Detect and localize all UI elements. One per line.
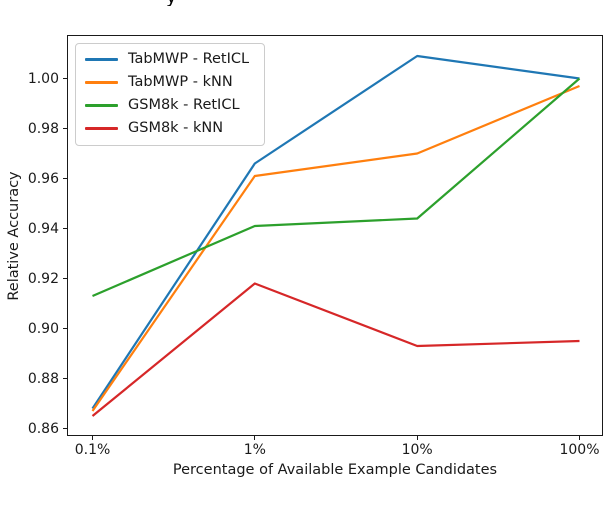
- cropped-title-fragment: y: [166, 0, 182, 6]
- x-tick-mark: [91, 435, 94, 440]
- legend-entry: GSM8k - kNN: [85, 121, 254, 136]
- y-tick-label: 0.88: [27, 370, 59, 387]
- y-tick-label: 0.98: [27, 120, 59, 137]
- legend: TabMWP - RetICL TabMWP - kNN GSM8k - Ret…: [75, 43, 265, 146]
- x-tick-mark: [416, 435, 418, 440]
- y-tick-mark: [63, 377, 68, 380]
- x-tick-mark: [254, 435, 256, 440]
- legend-label: GSM8k - RetICL: [128, 97, 240, 113]
- y-tick-mark: [63, 227, 68, 230]
- x-tick-label: 1%: [243, 442, 266, 458]
- series-line-tabmwp-reticl: [91, 54, 580, 410]
- legend-line-swatch: [85, 104, 118, 107]
- legend-line-swatch: [85, 127, 118, 130]
- x-tick-label: 0.1%: [74, 442, 111, 458]
- y-tick-label: 0.92: [27, 270, 59, 287]
- y-tick-label: 0.90: [27, 320, 59, 337]
- y-tick-label: 1.00: [27, 70, 59, 87]
- x-tick-label: 100%: [559, 442, 600, 458]
- series-line-gsm8k-knn: [91, 282, 580, 417]
- legend-entry: TabMWP - kNN: [85, 75, 254, 90]
- legend-entry: TabMWP - RetICL: [85, 52, 254, 67]
- legend-line-swatch: [85, 81, 118, 84]
- y-tick-label: 0.86: [27, 420, 59, 437]
- y-tick-mark: [63, 127, 68, 130]
- legend-label: TabMWP - RetICL: [128, 51, 250, 67]
- series-line-gsm8k-reticl: [92, 77, 581, 298]
- y-tick-mark: [63, 177, 68, 180]
- series-line-tabmwp-knn: [91, 84, 580, 412]
- x-axis-label: Percentage of Available Example Candidat…: [172, 462, 498, 478]
- legend-entry: GSM8k - RetICL: [85, 98, 254, 113]
- x-tick-mark: [578, 435, 581, 440]
- y-tick-mark: [63, 77, 68, 80]
- y-tick-mark: [63, 327, 68, 330]
- y-tick-mark: [63, 427, 68, 430]
- legend-label: TabMWP - kNN: [128, 74, 233, 90]
- y-tick-label: 0.94: [27, 220, 59, 237]
- line-chart-canvas: [91, 54, 581, 417]
- legend-label: GSM8k - kNN: [128, 120, 224, 136]
- y-tick-mark: [63, 277, 68, 280]
- plot-area: TabMWP - RetICL TabMWP - kNN GSM8k - Ret…: [28, 35, 603, 457]
- x-tick-label: 10%: [401, 442, 433, 458]
- legend-line-swatch: [85, 58, 118, 61]
- y-tick-label: 0.96: [27, 170, 59, 187]
